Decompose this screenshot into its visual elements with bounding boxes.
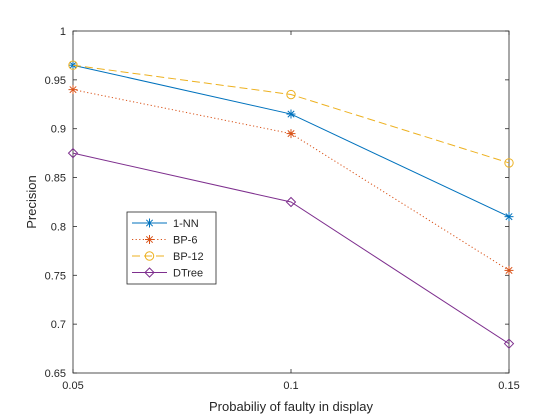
data-point-bp-6 <box>504 265 514 275</box>
y-tick-label: 0.8 <box>51 221 66 233</box>
legend-marker-bp-12 <box>144 251 155 261</box>
data-point-dtree <box>285 196 297 208</box>
x-tick-label: 0.15 <box>498 380 519 392</box>
x-axis: 0.05 0.1 0.15 <box>62 31 520 392</box>
y-tick-label: 0.75 <box>45 270 66 282</box>
legend-label-bp-6: BP-6 <box>173 235 197 247</box>
y-tick-label: 0.95 <box>45 75 66 87</box>
legend-label-dtree: DTree <box>173 268 203 280</box>
data-point-bp-12 <box>286 89 296 100</box>
legend-label-1-nn: 1-NN <box>173 218 199 230</box>
legend-marker-1-nn <box>145 218 154 228</box>
y-tick-label: 0.9 <box>51 124 66 136</box>
data-point-bp-6 <box>286 129 296 139</box>
data-point-bp-12 <box>504 158 514 168</box>
data-point-dtree <box>67 147 79 159</box>
series-layer <box>67 60 515 349</box>
y-axis-label: Precision <box>24 175 39 228</box>
y-tick-label: 0.65 <box>45 368 66 380</box>
x-axis-label: Probabiliy of faulty in display <box>209 399 374 414</box>
series-line-bp-12 <box>72 64 510 164</box>
data-point-dtree <box>503 338 515 349</box>
legend: 1-NN BP-6 BP-12 DTree <box>126 211 217 285</box>
x-tick-label: 0.05 <box>62 380 83 392</box>
x-tick-label: 0.1 <box>283 380 298 392</box>
legend-marker-dtree <box>144 267 155 278</box>
y-axis: 0.65 0.7 0.75 0.8 0.85 0.9 0.95 1 <box>45 26 509 380</box>
data-point-bp-6 <box>68 85 78 95</box>
legend-label-bp-12: BP-12 <box>173 251 204 263</box>
series-line-dtree <box>72 152 510 345</box>
y-tick-label: 0.7 <box>51 319 66 331</box>
data-point-1-nn <box>286 109 296 119</box>
y-tick-label: 0.85 <box>45 173 66 185</box>
data-point-1-nn <box>504 212 514 222</box>
legend-marker-bp-6 <box>145 235 154 244</box>
y-tick-label: 1 <box>60 26 66 38</box>
data-point-bp-12 <box>68 60 78 70</box>
